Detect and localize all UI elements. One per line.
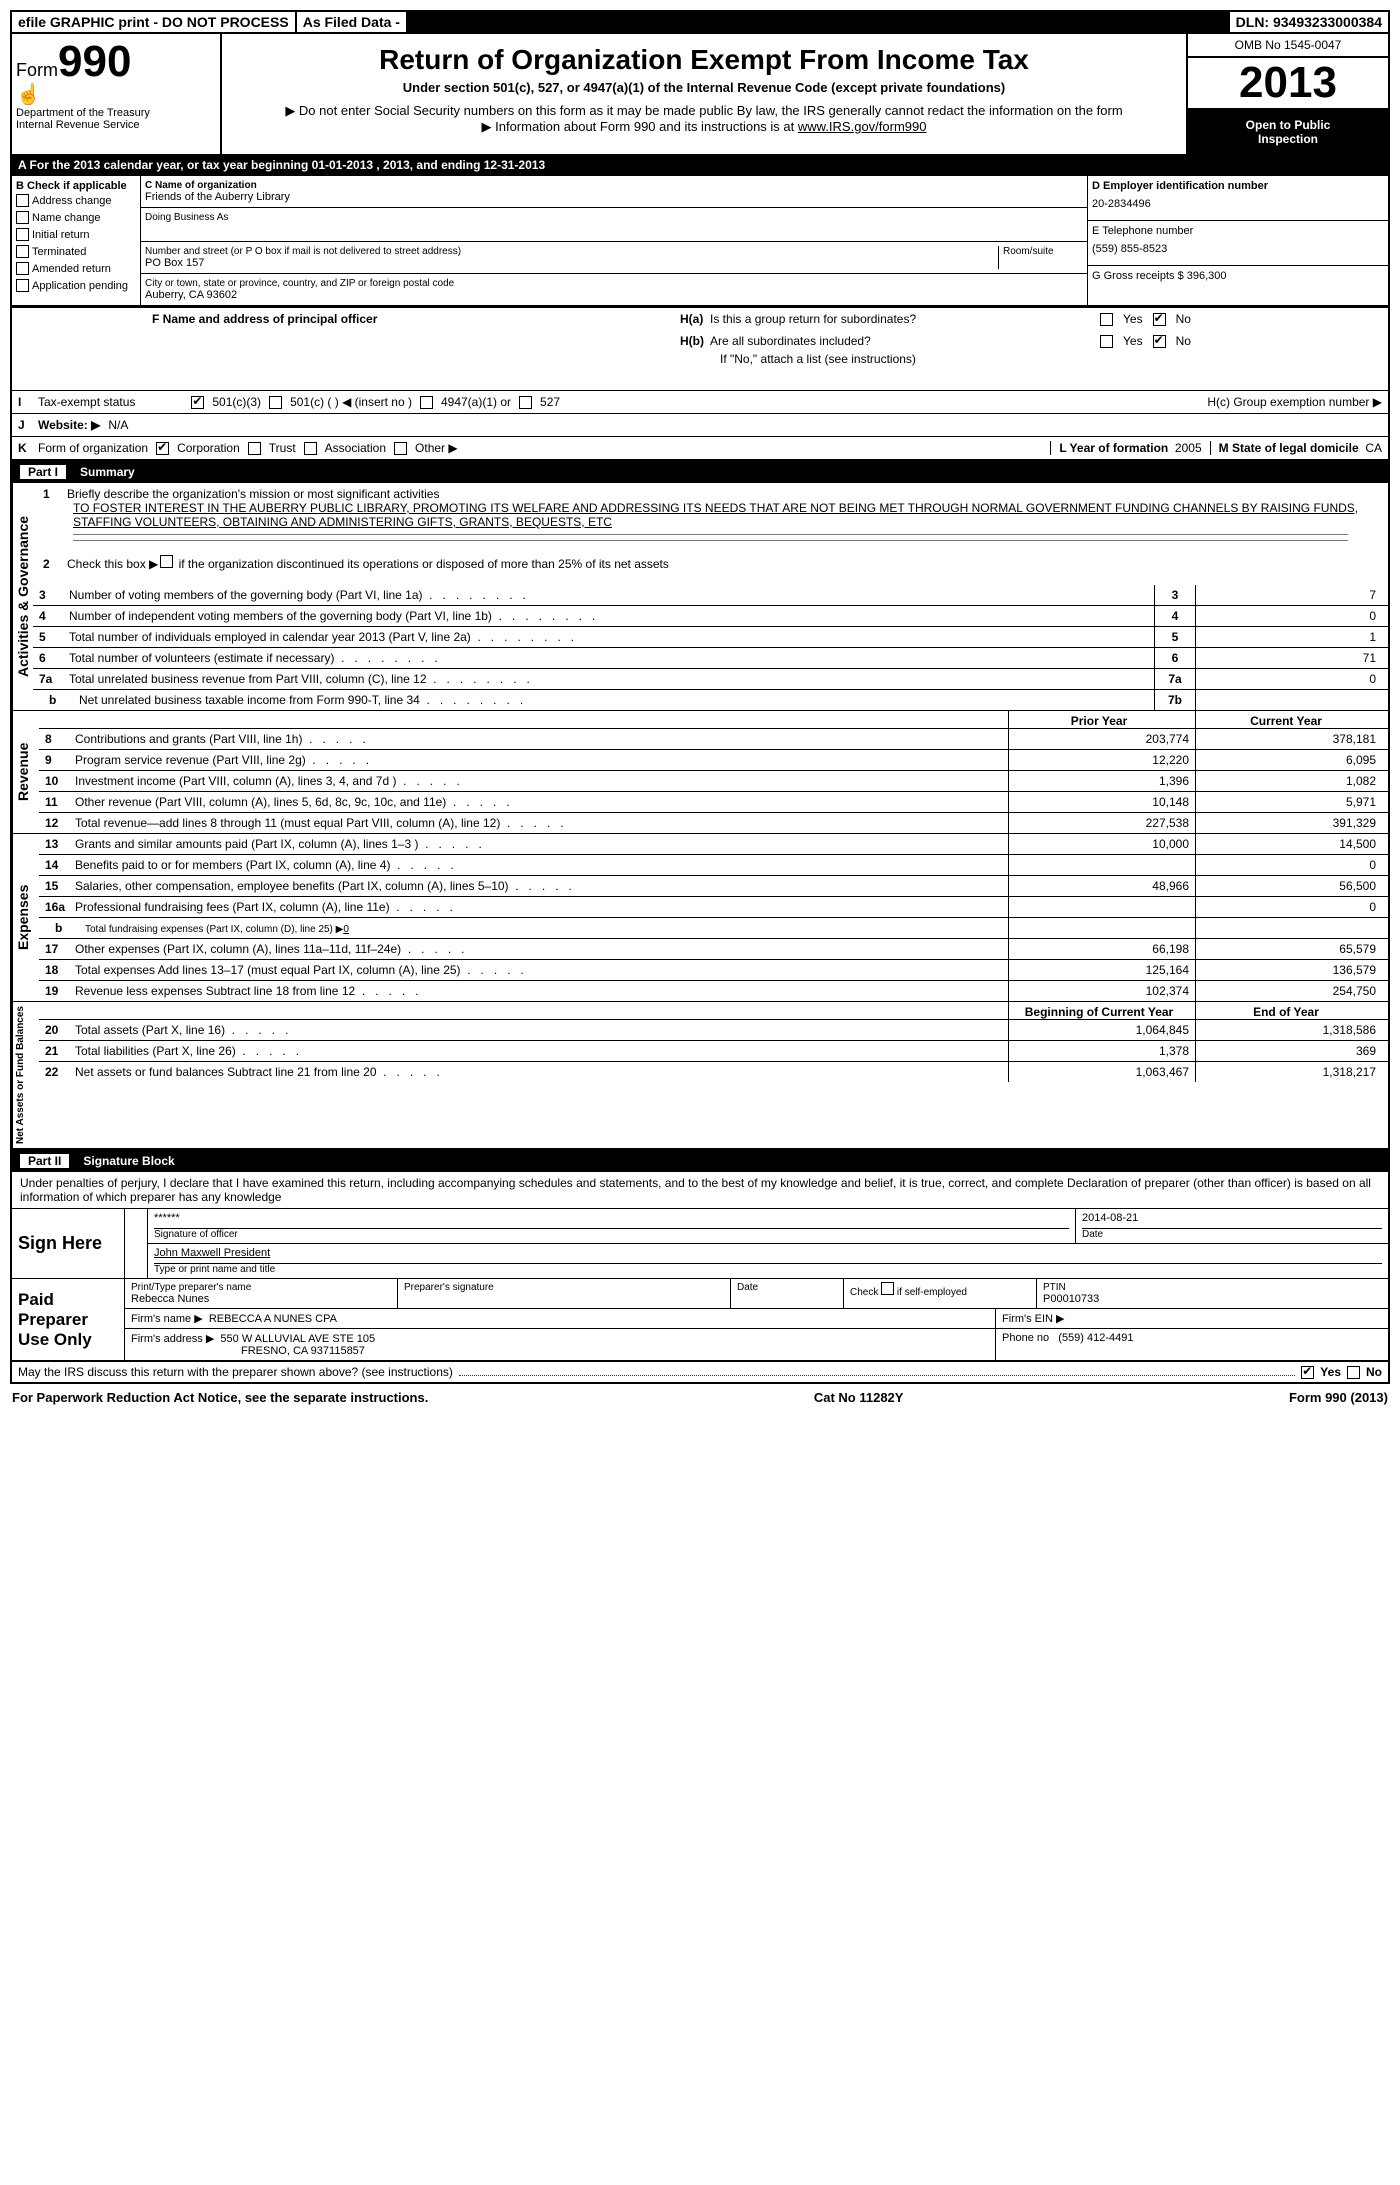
summary-row: 8Contributions and grants (Part VIII, li…: [39, 729, 1388, 750]
summary-row: 4Number of independent voting members of…: [33, 606, 1388, 627]
form-title: Return of Organization Exempt From Incom…: [232, 44, 1176, 76]
year-block: OMB No 1545-0047 2013 Open to Public Ins…: [1188, 34, 1388, 154]
section-bcg: B Check if applicable Address changeName…: [10, 176, 1390, 307]
summary-row: 16aProfessional fundraising fees (Part I…: [39, 897, 1388, 918]
revenue-vlabel: Revenue: [12, 711, 39, 833]
row-i: I Tax-exempt status 501(c)(3) 501(c) ( )…: [10, 391, 1390, 414]
row-a-period: A For the 2013 calendar year, or tax yea…: [10, 156, 1390, 176]
paid-preparer-label: Paid Preparer Use Only: [12, 1279, 125, 1360]
signature-date: 2014-08-21: [1082, 1212, 1382, 1229]
ein: 20-2834496: [1092, 192, 1384, 216]
website: N/A: [108, 418, 128, 432]
disclose-yes-checkbox[interactable]: [1301, 1366, 1314, 1379]
summary-row: 18Total expenses Add lines 13–17 (must e…: [39, 960, 1388, 981]
summary-row: 21Total liabilities (Part X, line 26) . …: [39, 1041, 1388, 1062]
org-name: Friends of the Auberry Library: [145, 191, 1083, 203]
summary-row: 20Total assets (Part X, line 16) . . . .…: [39, 1020, 1388, 1041]
summary-row: 5Total number of individuals employed in…: [33, 627, 1388, 648]
firm-address: 550 W ALLUVIAL AVE STE 105: [220, 1333, 375, 1345]
501c3-checkbox[interactable]: [191, 396, 204, 409]
hc-label: H(c) Group exemption number ▶: [1207, 395, 1382, 409]
efile-label: efile GRAPHIC print - DO NOT PROCESS: [12, 12, 297, 32]
org-city: Auberry, CA 93602: [145, 289, 1083, 301]
header-box: Form990 ☝ Department of the Treasury Int…: [10, 34, 1390, 156]
netassets-vlabel: Net Assets or Fund Balances: [12, 1002, 39, 1148]
part1-header: Part I Summary: [10, 461, 1390, 483]
summary-row: 12Total revenue—add lines 8 through 11 (…: [39, 813, 1388, 833]
netassets-block: Net Assets or Fund Balances Beginning of…: [10, 1002, 1390, 1150]
summary-row: 7aTotal unrelated business revenue from …: [33, 669, 1388, 690]
current-year-header: Current Year: [1195, 711, 1382, 728]
omb-number: OMB No 1545-0047: [1188, 34, 1388, 58]
b-checkbox[interactable]: [16, 228, 29, 241]
b-checkbox[interactable]: [16, 279, 29, 292]
part2-header: Part II Signature Block: [10, 1150, 1390, 1172]
prior-year-header: Prior Year: [1008, 711, 1195, 728]
summary-row: 15Salaries, other compensation, employee…: [39, 876, 1388, 897]
summary-row: 17Other expenses (Part IX, column (A), l…: [39, 939, 1388, 960]
page-footer: For Paperwork Reduction Act Notice, see …: [10, 1384, 1390, 1411]
firm-name: REBECCA A NUNES CPA: [209, 1313, 337, 1325]
dln: DLN: 93493233000384: [1230, 12, 1388, 32]
ha-yes-checkbox[interactable]: [1100, 313, 1113, 326]
form-id-block: Form990 ☝ Department of the Treasury Int…: [12, 34, 222, 154]
disclose-row: May the IRS discuss this return with the…: [10, 1362, 1390, 1384]
end-year-header: End of Year: [1195, 1002, 1382, 1019]
disclose-no-checkbox[interactable]: [1347, 1366, 1360, 1379]
ha-no-checkbox[interactable]: [1153, 313, 1166, 326]
summary-row: 22Net assets or fund balances Subtract l…: [39, 1062, 1388, 1082]
begin-year-header: Beginning of Current Year: [1008, 1002, 1195, 1019]
tax-year: 2013: [1188, 58, 1388, 110]
row-fh: F Name and address of principal officer …: [10, 307, 1390, 391]
officer-name: John Maxwell President: [154, 1247, 1382, 1264]
governance-vlabel: Activities & Governance: [12, 483, 33, 710]
sign-here-label: Sign Here: [12, 1209, 125, 1278]
governance-block: Activities & Governance 1Briefly describ…: [10, 483, 1390, 711]
top-bar: efile GRAPHIC print - DO NOT PROCESS As …: [10, 10, 1390, 34]
title-block: Return of Organization Exempt From Incom…: [222, 34, 1188, 154]
summary-row: 11Other revenue (Part VIII, column (A), …: [39, 792, 1388, 813]
summary-row: 19Revenue less expenses Subtract line 18…: [39, 981, 1388, 1001]
summary-row: 3Number of voting members of the governi…: [33, 585, 1388, 606]
revenue-block: Revenue Prior Year Current Year 8Contrib…: [10, 711, 1390, 834]
summary-row: 14Benefits paid to or for members (Part …: [39, 855, 1388, 876]
b-checkbox[interactable]: [16, 211, 29, 224]
org-address: PO Box 157: [145, 257, 994, 269]
firm-phone: (559) 412-4491: [1058, 1332, 1133, 1344]
hb-yes-checkbox[interactable]: [1100, 335, 1113, 348]
perjury-declaration: Under penalties of perjury, I declare th…: [12, 1172, 1388, 1209]
summary-row: bTotal fundraising expenses (Part IX, co…: [39, 918, 1388, 939]
summary-row: 6Total number of volunteers (estimate if…: [33, 648, 1388, 669]
expenses-block: Expenses 13Grants and similar amounts pa…: [10, 834, 1390, 1002]
summary-row: 10Investment income (Part VIII, column (…: [39, 771, 1388, 792]
mission-text: TO FOSTER INTEREST IN THE AUBERRY PUBLIC…: [43, 501, 1378, 529]
signature-block: Under penalties of perjury, I declare th…: [10, 1172, 1390, 1362]
row-j: J Website: ▶ N/A: [10, 414, 1390, 437]
expenses-vlabel: Expenses: [12, 834, 39, 1001]
gross-receipts: 396,300: [1187, 270, 1227, 282]
summary-row: 13Grants and similar amounts paid (Part …: [39, 834, 1388, 855]
b-checkbox[interactable]: [16, 194, 29, 207]
hb-no-checkbox[interactable]: [1153, 335, 1166, 348]
redacted-strip: [408, 12, 1230, 32]
ptin: P00010733: [1043, 1293, 1382, 1305]
b-checkbox[interactable]: [16, 245, 29, 258]
phone: (559) 855-8523: [1092, 237, 1384, 261]
column-b-checkboxes: B Check if applicable Address changeName…: [12, 176, 141, 305]
summary-row: bNet unrelated business taxable income f…: [33, 690, 1388, 710]
row-k: K Form of organization Corporation Trust…: [10, 437, 1390, 461]
preparer-name: Rebecca Nunes: [131, 1293, 391, 1305]
b-checkbox[interactable]: [16, 262, 29, 275]
asfiled-label: As Filed Data -: [297, 12, 408, 32]
corp-checkbox[interactable]: [156, 442, 169, 455]
summary-row: 9Program service revenue (Part VIII, lin…: [39, 750, 1388, 771]
